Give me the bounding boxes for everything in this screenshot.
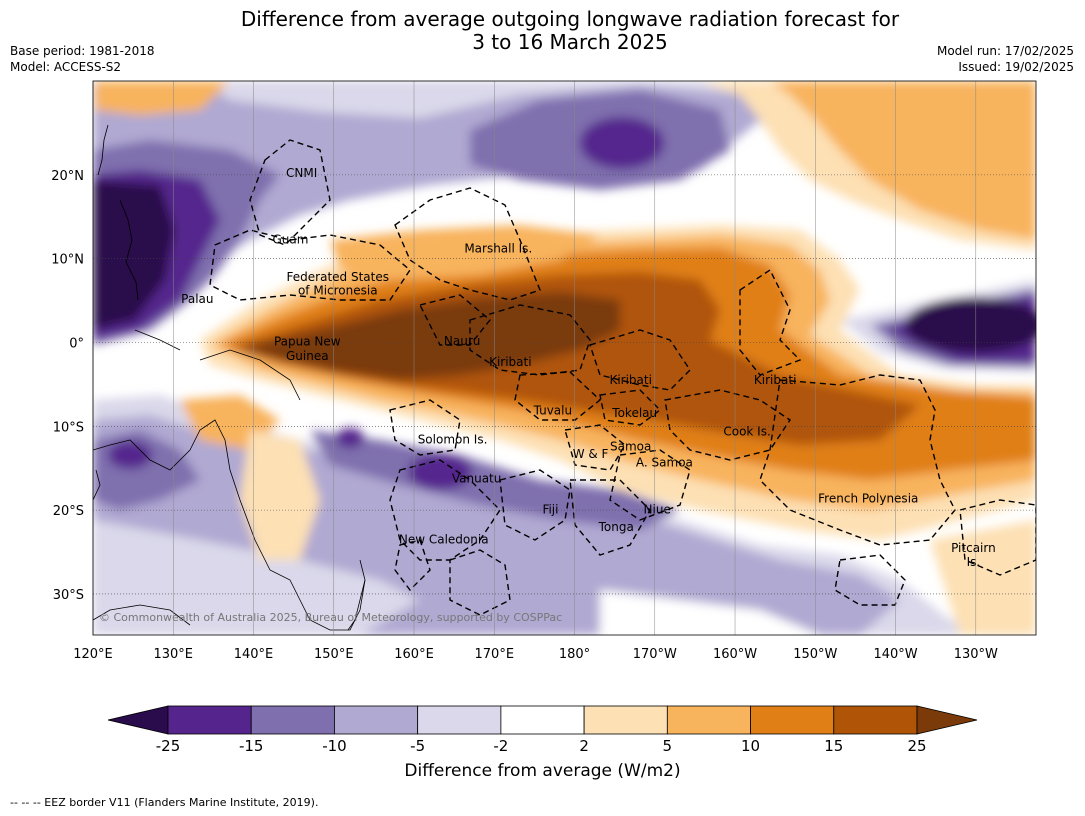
model-name: Model: ACCESS-S2 <box>10 60 122 74</box>
colorbar-extend-high <box>916 705 978 735</box>
lon-tick-label: 120°E <box>73 647 113 662</box>
colorbar-segment <box>417 705 502 735</box>
colorbar-tick-label: 5 <box>663 737 673 755</box>
colorbar-segment <box>500 705 585 735</box>
lon-tick-label: 180° <box>559 647 590 662</box>
colorbar: -25 -15 -10 -5 -2 2 5 10 15 25 <box>107 705 978 755</box>
lon-tick-label: 130°E <box>153 647 193 662</box>
metadata-left: Base period: 1981-2018 Model: ACCESS-S2 <box>10 43 155 75</box>
lat-tick-label: 30°S <box>53 588 84 603</box>
lat-tick-label: 10°N <box>51 253 84 268</box>
copyright-notice: © Commonwealth of Australia 2025, Bureau… <box>99 611 562 624</box>
model-run: Model run: 17/02/2025 <box>936 44 1074 58</box>
lat-tick-label: 0° <box>69 336 84 351</box>
colorbar-segment <box>666 705 751 735</box>
lon-tick-label: 170°W <box>633 647 677 662</box>
colorbar-tick-label: -15 <box>239 737 264 755</box>
region-label: A. Samoa <box>636 455 693 469</box>
lon-tick-label: 150°W <box>793 647 837 662</box>
colorbar-segment <box>334 705 419 735</box>
region-label: Samoa <box>610 439 651 453</box>
chart-title: Difference from average outgoing longwav… <box>0 8 1085 54</box>
region-label: Vanuatu <box>452 471 502 485</box>
eez-borders <box>209 139 1036 616</box>
region-label: Tuvalu <box>533 403 573 417</box>
region-label: Nauru <box>444 334 480 348</box>
colorbar-segment <box>750 705 835 735</box>
region-label: Cook Is. <box>723 424 770 438</box>
region-label: Pitcairn <box>951 541 996 555</box>
colorbar-tick-label: 2 <box>579 737 589 755</box>
lon-tick-label: 170°E <box>475 647 515 662</box>
region-label: CNMI <box>286 166 317 180</box>
colorbar-extend-low <box>107 705 169 735</box>
colorbar-label: Difference from average (W/m2) <box>404 761 681 781</box>
lon-tick-label: 140°E <box>234 647 274 662</box>
colorbar-tick-label: 25 <box>907 737 926 755</box>
lon-tick-label: 130°W <box>954 647 998 662</box>
colorbar-tick-label: -25 <box>156 737 181 755</box>
region-label: Palau <box>181 292 213 306</box>
lon-tick-label: 160°E <box>394 647 434 662</box>
metadata-right: Model run: 17/02/2025 Issued: 19/02/2025 <box>937 43 1074 75</box>
region-label: French Polynesia <box>818 491 918 505</box>
colorbar-tick-label: -5 <box>410 737 425 755</box>
region-label: W & F <box>573 447 609 461</box>
footnote: -- -- -- EEZ border V11 (Flanders Marine… <box>10 796 319 809</box>
region-label: Papua New <box>274 335 341 349</box>
base-period: Base period: 1981-2018 <box>10 44 155 58</box>
region-label: Marshall Is. <box>464 242 532 256</box>
lat-tick-label: 20°N <box>51 169 84 184</box>
region-label: of Micronesia <box>298 284 378 298</box>
lat-tick-label: 10°S <box>53 420 84 435</box>
region-label: Is. <box>967 555 981 569</box>
colorbar-segment <box>583 705 668 735</box>
colorbar-segment <box>250 705 335 735</box>
lon-tick-label: 140°W <box>873 647 917 662</box>
colorbar-segment <box>833 705 918 735</box>
region-label: Guinea <box>286 349 329 363</box>
coastlines <box>93 124 366 631</box>
map-frame <box>92 80 1037 636</box>
colorbar-tick-label: -2 <box>493 737 508 755</box>
region-label: Federated States <box>287 270 389 284</box>
lon-tick-label: 150°E <box>314 647 354 662</box>
issued-date: Issued: 19/02/2025 <box>958 60 1074 74</box>
title-line-2: 3 to 16 March 2025 <box>472 30 668 54</box>
lat-tick-label: 20°S <box>53 504 84 519</box>
anomaly-field <box>93 81 1036 635</box>
region-label: Solomon Is. <box>418 433 488 447</box>
region-label: New Caledonia <box>399 532 489 546</box>
region-label: Tonga <box>598 520 634 534</box>
colorbar-tick-label: -10 <box>322 737 347 755</box>
region-label: Kiribati <box>754 373 796 387</box>
colorbar-segment <box>167 705 252 735</box>
colorbar-tick-label: 10 <box>741 737 760 755</box>
lon-tick-label: 160°W <box>713 647 757 662</box>
region-label: Tokelau <box>611 406 657 420</box>
region-label: Kiribati <box>609 373 651 387</box>
region-label: Niue <box>644 502 671 516</box>
colorbar-tick-label: 15 <box>824 737 843 755</box>
axis-labels: 120°E 130°E 140°E 150°E 160°E 170°E 180° 170°W 1… <box>51 169 998 662</box>
region-label: Fiji <box>542 502 558 516</box>
region-label: Kiribati <box>489 355 531 369</box>
region-label: Guam <box>272 232 308 246</box>
title-line-1: Difference from average outgoing longwav… <box>240 7 900 31</box>
